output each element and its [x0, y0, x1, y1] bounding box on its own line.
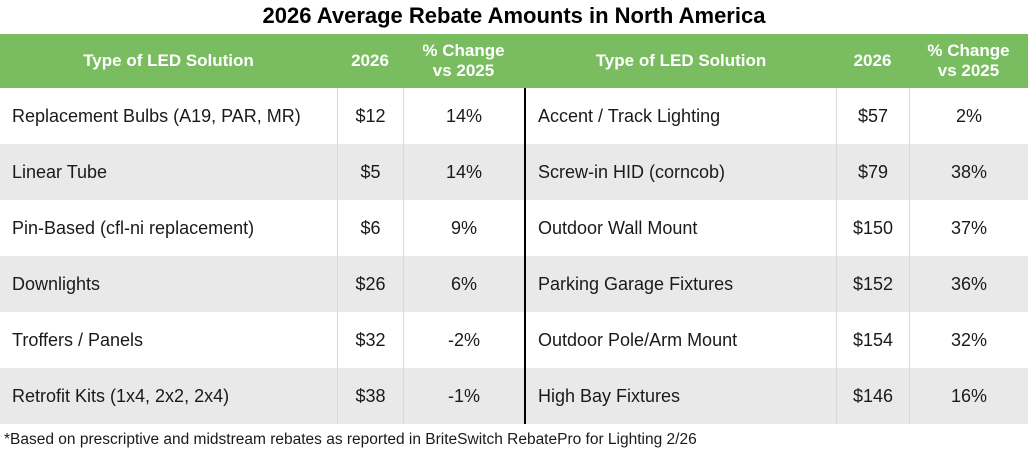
cell-change: 38% — [909, 144, 1028, 200]
table-row: Troffers / Panels $32 -2% — [0, 312, 524, 368]
cell-type: Downlights — [12, 273, 101, 294]
cell-amount: $5 — [337, 144, 403, 200]
table-row: Outdoor Pole/Arm Mount $154 32% — [526, 312, 1028, 368]
table-row: Outdoor Wall Mount $150 37% — [526, 200, 1028, 256]
column-header-2026: 2026 — [853, 50, 892, 70]
cell-amount: $79 — [836, 144, 909, 200]
table-row: Downlights $26 6% — [0, 256, 524, 312]
cell-type: Linear Tube — [12, 161, 108, 182]
column-header-2026: 2026 — [351, 50, 389, 70]
table-row: Retrofit Kits (1x4, 2x2, 2x4) $38 -1% — [0, 368, 524, 424]
table-row: Parking Garage Fixtures $152 36% — [526, 256, 1028, 312]
cell-amount: $32 — [337, 312, 403, 368]
cell-type: Outdoor Pole/Arm Mount — [538, 329, 738, 350]
right-table-header: Type of LED Solution 2026 % Change vs 20… — [526, 34, 1028, 88]
cell-change: 37% — [909, 200, 1028, 256]
cell-type: High Bay Fixtures — [538, 385, 681, 406]
cell-amount: $26 — [337, 256, 403, 312]
cell-change: 32% — [909, 312, 1028, 368]
left-table: Type of LED Solution 2026 % Change vs 20… — [0, 34, 524, 424]
cell-amount: $12 — [337, 88, 403, 144]
cell-type: Retrofit Kits (1x4, 2x2, 2x4) — [12, 385, 230, 406]
table-row: Linear Tube $5 14% — [0, 144, 524, 200]
table-divider-line — [524, 34, 526, 424]
column-header-type: Type of LED Solution — [595, 50, 767, 70]
table-row: Accent / Track Lighting $57 2% — [526, 88, 1028, 144]
cell-type: Troffers / Panels — [12, 329, 144, 350]
cell-change: 36% — [909, 256, 1028, 312]
cell-change: -1% — [403, 368, 524, 424]
cell-type: Accent / Track Lighting — [538, 105, 721, 126]
column-header-change: % Change vs 2025 — [422, 40, 505, 80]
table-row: Replacement Bulbs (A19, PAR, MR) $12 14% — [0, 88, 524, 144]
cell-change: 6% — [403, 256, 524, 312]
cell-type: Pin-Based (cfl-ni replacement) — [12, 217, 255, 238]
cell-amount: $57 — [836, 88, 909, 144]
footnote: *Based on prescriptive and midstream reb… — [4, 431, 697, 448]
table-row: High Bay Fixtures $146 16% — [526, 368, 1028, 424]
cell-change: 9% — [403, 200, 524, 256]
cell-amount: $38 — [337, 368, 403, 424]
cell-change: -2% — [403, 312, 524, 368]
cell-type: Parking Garage Fixtures — [538, 273, 734, 294]
cell-amount: $146 — [836, 368, 909, 424]
cell-change: 14% — [403, 144, 524, 200]
page-title: 2026 Average Rebate Amounts in North Ame… — [262, 3, 766, 28]
table-row: Pin-Based (cfl-ni replacement) $6 9% — [0, 200, 524, 256]
cell-change: 16% — [909, 368, 1028, 424]
cell-type: Outdoor Wall Mount — [538, 217, 698, 238]
table-row: Screw-in HID (corncob) $79 38% — [526, 144, 1028, 200]
cell-amount: $150 — [836, 200, 909, 256]
cell-change: 2% — [909, 88, 1028, 144]
column-header-change: % Change vs 2025 — [927, 40, 1010, 80]
tables-container: Type of LED Solution 2026 % Change vs 20… — [0, 34, 1028, 424]
left-table-header: Type of LED Solution 2026 % Change vs 20… — [0, 34, 524, 88]
cell-amount: $6 — [337, 200, 403, 256]
column-header-type: Type of LED Solution — [83, 50, 254, 70]
cell-amount: $152 — [836, 256, 909, 312]
cell-type: Screw-in HID (corncob) — [538, 161, 726, 182]
cell-change: 14% — [403, 88, 524, 144]
right-table: Type of LED Solution 2026 % Change vs 20… — [526, 34, 1028, 424]
cell-amount: $154 — [836, 312, 909, 368]
cell-type: Replacement Bulbs (A19, PAR, MR) — [12, 105, 301, 126]
